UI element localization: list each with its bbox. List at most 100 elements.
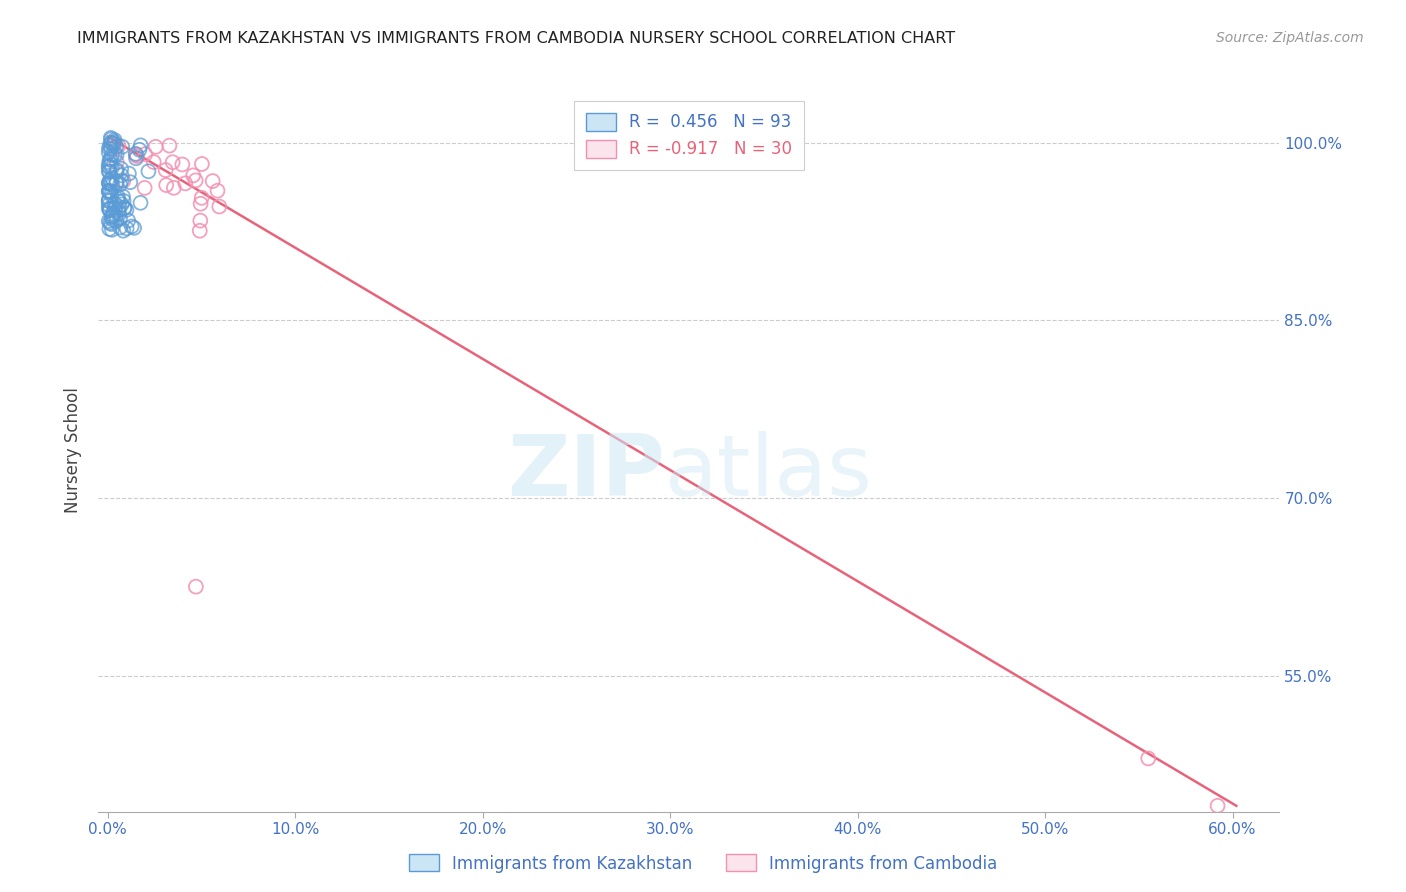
Point: [207, 184, 229, 198]
Point: [124, 146, 146, 161]
Point: [105, 155, 128, 169]
Point: [134, 181, 156, 195]
Point: [105, 175, 128, 189]
Point: [97, 202, 120, 216]
Point: [125, 147, 148, 161]
Point: [107, 190, 129, 204]
Point: [111, 173, 134, 187]
Point: [127, 149, 149, 163]
Point: [100, 131, 122, 145]
Point: [100, 208, 122, 222]
Point: [103, 148, 125, 162]
Point: [103, 135, 125, 149]
Point: [129, 195, 152, 210]
Point: [101, 148, 124, 162]
Point: [101, 171, 124, 186]
Text: IMMIGRANTS FROM KAZAKHSTAN VS IMMIGRANTS FROM CAMBODIA NURSERY SCHOOL CORRELATIO: IMMIGRANTS FROM KAZAKHSTAN VS IMMIGRANTS…: [77, 31, 956, 46]
Point: [138, 164, 160, 178]
Point: [98, 173, 121, 187]
Point: [100, 217, 122, 231]
Point: [97, 185, 120, 199]
Point: [104, 197, 127, 211]
Point: [112, 202, 135, 216]
Point: [108, 194, 131, 209]
Point: [117, 213, 139, 227]
Point: [112, 174, 135, 188]
Point: [98, 192, 121, 206]
Point: [100, 136, 122, 151]
Point: [111, 189, 134, 203]
Point: [155, 178, 177, 192]
Point: [105, 192, 128, 206]
Point: [100, 152, 122, 166]
Point: [105, 164, 128, 178]
Point: [110, 161, 132, 176]
Point: [100, 142, 122, 156]
Point: [181, 169, 204, 183]
Point: [98, 155, 121, 169]
Point: [100, 187, 122, 202]
Point: [111, 197, 134, 211]
Point: [108, 220, 131, 235]
Text: atlas: atlas: [665, 431, 873, 514]
Point: [112, 194, 135, 208]
Point: [97, 160, 120, 174]
Point: [108, 178, 131, 192]
Point: [101, 223, 124, 237]
Point: [98, 141, 121, 155]
Point: [201, 174, 224, 188]
Point: [1137, 751, 1160, 765]
Point: [104, 201, 127, 215]
Point: [100, 176, 122, 190]
Point: [100, 158, 122, 172]
Point: [108, 207, 131, 221]
Point: [1206, 798, 1229, 813]
Point: [112, 224, 135, 238]
Point: [184, 173, 207, 187]
Point: [100, 136, 122, 150]
Point: [142, 155, 165, 169]
Point: [98, 202, 121, 217]
Point: [97, 159, 120, 173]
Point: [118, 167, 141, 181]
Point: [115, 202, 138, 217]
Point: [190, 191, 212, 205]
Point: [191, 157, 214, 171]
Point: [155, 163, 177, 178]
Point: [97, 194, 120, 208]
Point: [108, 200, 131, 214]
Point: [121, 219, 143, 234]
Point: [98, 138, 121, 153]
Point: [105, 177, 128, 191]
Legend: Immigrants from Kazakhstan, Immigrants from Cambodia: Immigrants from Kazakhstan, Immigrants f…: [402, 847, 1004, 880]
Point: [101, 161, 124, 175]
Y-axis label: Nursery School: Nursery School: [65, 387, 83, 514]
Point: [128, 143, 150, 157]
Point: [101, 209, 124, 223]
Point: [98, 178, 121, 192]
Point: [145, 140, 167, 154]
Point: [114, 201, 136, 215]
Point: [100, 211, 122, 225]
Point: [120, 175, 142, 189]
Point: [105, 147, 128, 161]
Point: [97, 214, 120, 228]
Point: [97, 176, 120, 190]
Point: [190, 196, 212, 211]
Point: [188, 224, 211, 238]
Point: [97, 164, 120, 178]
Point: [174, 177, 197, 191]
Point: [104, 133, 127, 147]
Point: [103, 137, 125, 152]
Point: [184, 580, 207, 594]
Point: [104, 202, 127, 216]
Point: [159, 138, 181, 153]
Point: [122, 220, 145, 235]
Point: [97, 184, 120, 198]
Text: ZIP: ZIP: [508, 431, 665, 514]
Point: [98, 202, 121, 217]
Text: Source: ZipAtlas.com: Source: ZipAtlas.com: [1216, 31, 1364, 45]
Point: [98, 216, 121, 230]
Point: [105, 163, 128, 178]
Point: [103, 213, 125, 227]
